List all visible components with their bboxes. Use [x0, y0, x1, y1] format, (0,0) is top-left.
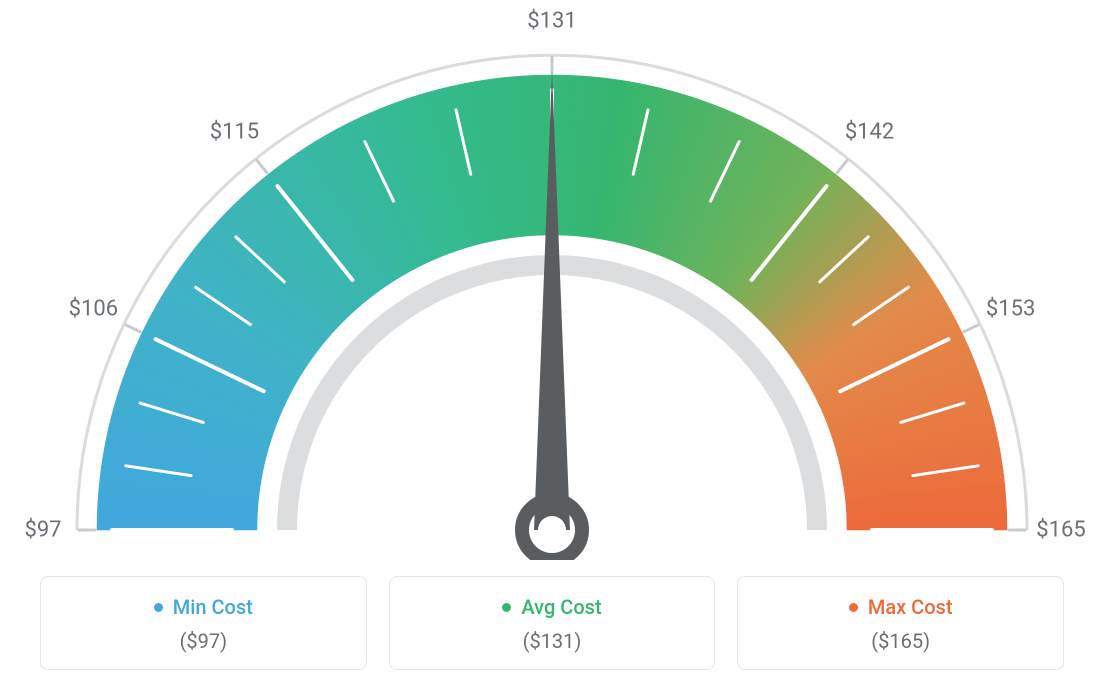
legend-value-avg: ($131): [400, 629, 705, 653]
gauge-svg: [0, 0, 1104, 560]
legend-card-avg: Avg Cost ($131): [389, 576, 716, 670]
legend-label-min: Min Cost: [154, 595, 253, 619]
legend-text-min: Min Cost: [173, 595, 253, 619]
legend-value-min: ($97): [51, 629, 356, 653]
gauge-tick-label: $97: [24, 518, 61, 543]
legend-label-avg: Avg Cost: [502, 595, 601, 619]
gauge-tick-label: $131: [527, 9, 576, 34]
legend-label-max: Max Cost: [849, 595, 953, 619]
gauge-tick-label: $153: [986, 297, 1035, 322]
legend-dot-avg: [502, 603, 511, 612]
cost-gauge: $97 $106 $115 $131 $142 $153 $165: [0, 0, 1104, 560]
legend-card-max: Max Cost ($165): [737, 576, 1064, 670]
legend-text-max: Max Cost: [868, 595, 953, 619]
legend-dot-max: [849, 603, 858, 612]
legend-text-avg: Avg Cost: [521, 595, 601, 619]
gauge-tick-label: $142: [845, 120, 894, 145]
legend-value-max: ($165): [748, 629, 1053, 653]
legend-row: Min Cost ($97) Avg Cost ($131) Max Cost …: [40, 576, 1064, 670]
gauge-tick-label: $115: [210, 120, 259, 145]
legend-card-min: Min Cost ($97): [40, 576, 367, 670]
gauge-tick-label: $165: [1036, 518, 1085, 543]
legend-dot-min: [154, 603, 163, 612]
gauge-tick-label: $106: [69, 297, 118, 322]
